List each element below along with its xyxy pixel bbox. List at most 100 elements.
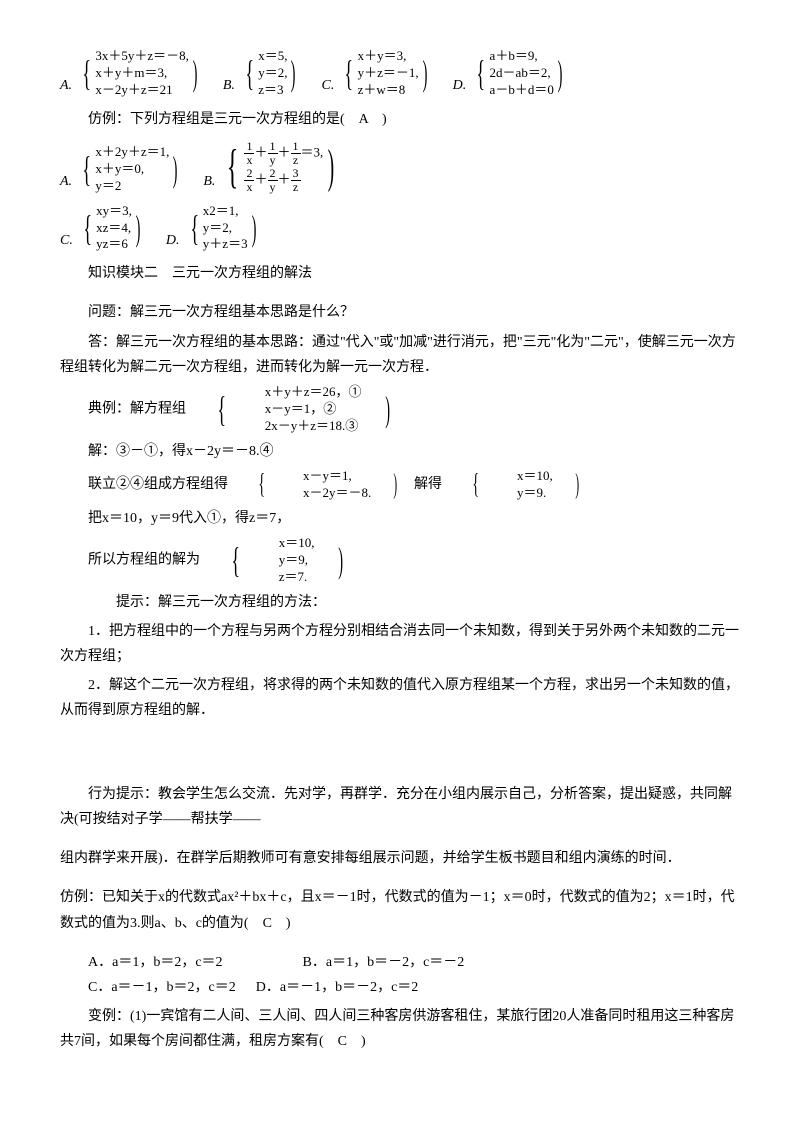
tip-text: 1．把方程组中的一个方程与另两个方程分别相结合消去同一个未知数，得到关于另外两个…	[60, 619, 740, 669]
option-row-2b: C. { xy＝3, xz＝4, yz＝6 ) D. { x2＝1, y＝2, …	[60, 203, 740, 254]
eq-line: 1x＋1y＋1z＝3,	[244, 140, 323, 167]
left-brace-icon: {	[217, 546, 240, 575]
option-row-3b: C．a＝－1，b＝2，c＝2 D．a＝－1，b＝－2，c＝2	[88, 975, 740, 1000]
right-paren-icon: )	[382, 474, 397, 496]
text: 联立②④组成方程组得	[88, 477, 228, 492]
option-c: C. { x＋y＝3, y＋z＝－1, z＋w＝8 )	[321, 48, 432, 99]
right-paren-icon: )	[557, 59, 562, 88]
left-brace-icon: {	[345, 59, 354, 88]
eq-line: z＝3	[258, 82, 287, 99]
eq-line: 2x－y＋z＝18.③	[237, 418, 362, 435]
behavior-tip: 组内群学来开展)．在群学后期教师可有意安排每组展示问题，并给学生板书题目和组内演…	[60, 846, 740, 871]
eq-line: x＝10,	[251, 535, 315, 552]
option-a: A. { 3x＋5y＋z＝－8, x＋y＋m＝3, x－2y＋z＝21 )	[60, 48, 203, 99]
option-label: B.	[203, 169, 215, 194]
tip-title: 提示：解三元一次方程组的方法：	[60, 590, 740, 615]
right-paren-icon: )	[328, 148, 334, 186]
option-row-2: A. { x＋2y＋z＝1, x＋y＝0, y＝2 ) B. { 1x＋1y＋1…	[60, 140, 740, 195]
option-label: A.	[60, 169, 72, 194]
option-b: B．a＝1，b＝－2，c＝－2	[303, 950, 465, 975]
eq-line: z＝7.	[251, 569, 315, 586]
left-brace-icon: {	[227, 148, 239, 186]
eq-line: x－y＝1，②	[237, 401, 362, 418]
eq-line: 2d－ab＝2,	[490, 65, 554, 82]
example-text: 典例：解方程组 { x＋y＋z＝26，① x－y＝1，② 2x－y＋z＝18.③…	[60, 384, 740, 435]
example-question: 仿例：已知关于x的代数式ax²＋bx＋c，且x＝－1时，代数式的值为－1；x＝0…	[60, 885, 740, 935]
option-b: B. { 1x＋1y＋1z＝3, 2x＋2y＋3z )	[203, 140, 341, 195]
left-brace-icon: {	[244, 474, 265, 496]
option-label: C.	[321, 73, 334, 98]
variant-question: 变例：(1)一宾馆有二人间、三人间、四人间三种客房供游客租住，某旅行团20人准备…	[60, 1004, 740, 1054]
solution-step: 解：③－①，得x－2y＝－8.④	[60, 439, 740, 464]
solution-step: 把x＝10，y＝9代入①，得z＝7，	[60, 506, 740, 531]
option-c: C．a＝－1，b＝2，c＝2	[88, 975, 236, 1000]
eq-line: x＋y＝3,	[358, 48, 419, 65]
left-brace-icon: {	[245, 59, 254, 88]
question-text: 问题：解三元一次方程组基本思路是什么？	[60, 300, 740, 325]
eq-line: xy＝3,	[96, 203, 132, 220]
right-paren-icon: )	[192, 59, 197, 88]
left-brace-icon: {	[458, 474, 479, 496]
option-row-3: A．a＝1，b＝2，c＝2 B．a＝1，b＝－2，c＝－2	[88, 950, 740, 975]
eq-line: x＝5,	[258, 48, 287, 65]
left-brace-icon: {	[203, 395, 226, 424]
eq-line: x＋y＋z＝26，①	[237, 384, 362, 401]
eq-line: x2＝1,	[203, 203, 248, 220]
option-a: A．a＝1，b＝2，c＝2	[88, 950, 223, 975]
option-c: C. { xy＝3, xz＝4, yz＝6 )	[60, 203, 146, 254]
eq-line: y＋z＝3	[203, 236, 248, 253]
right-paren-icon: )	[564, 474, 579, 496]
eq-line: a＋b＝9,	[490, 48, 554, 65]
left-brace-icon: {	[82, 155, 91, 184]
right-paren-icon: )	[135, 214, 140, 243]
eq-line: x－2y＝－8.	[275, 485, 371, 502]
eq-line: y＝9,	[251, 552, 315, 569]
right-paren-icon: )	[422, 59, 427, 88]
option-b: B. { x＝5, y＝2, z＝3 )	[223, 48, 302, 99]
text: 所以方程组的解为	[88, 552, 200, 567]
option-label: D.	[453, 73, 467, 98]
eq-line: xz＝4,	[96, 220, 132, 237]
option-label: D.	[166, 228, 180, 253]
eq-line: z＋w＝8	[358, 82, 419, 99]
eq-line: y＝9.	[489, 485, 553, 502]
left-brace-icon: {	[83, 214, 92, 243]
left-brace-icon: {	[190, 214, 199, 243]
right-paren-icon: )	[251, 214, 256, 243]
right-paren-icon: )	[291, 59, 296, 88]
eq-line: y＋z＝－1,	[358, 65, 419, 82]
right-paren-icon: )	[327, 546, 343, 575]
module-title: 知识模块二 三元一次方程组的解法	[60, 261, 740, 286]
left-brace-icon: {	[477, 59, 486, 88]
eq-line: yz＝6	[96, 236, 132, 253]
option-d: D. { a＋b＝9, 2d－ab＝2, a－b＋d＝0 )	[453, 48, 568, 99]
eq-line: 3x＋5y＋z＝－8,	[95, 48, 189, 65]
solution-step: 所以方程组的解为 { x＝10, y＝9, z＝7. )	[60, 535, 740, 586]
eq-line: y＝2	[95, 178, 169, 195]
eq-line: x＋y＝0,	[95, 161, 169, 178]
option-label: A.	[60, 73, 72, 98]
right-paren-icon: )	[374, 395, 390, 424]
eq-line: x－2y＋z＝21	[95, 82, 189, 99]
option-row-1: A. { 3x＋5y＋z＝－8, x＋y＋m＝3, x－2y＋z＝21 ) B.…	[60, 48, 740, 99]
option-label: C.	[60, 228, 73, 253]
eq-line: x－y＝1,	[275, 468, 371, 485]
eq-line: x＋2y＋z＝1,	[95, 144, 169, 161]
eq-line: a－b＋d＝0	[490, 82, 554, 99]
eq-line: x＝10,	[489, 468, 553, 485]
option-label: B.	[223, 73, 235, 98]
option-d: D. { x2＝1, y＝2, y＋z＝3 )	[166, 203, 262, 254]
example-prefix: 典例：解方程组	[88, 402, 186, 417]
eq-line: y＝2,	[203, 220, 248, 237]
tip-text: 2．解这个二元一次方程组，将求得的两个未知数的值代入原方程组某一个方程，求出另一…	[60, 673, 740, 723]
text: 解得	[414, 477, 442, 492]
option-d: D．a＝－1，b＝－2，c＝2	[256, 975, 419, 1000]
solution-step: 联立②④组成方程组得 { x－y＝1, x－2y＝－8. ) 解得 { x＝10…	[60, 468, 740, 502]
behavior-tip: 行为提示：教会学生怎么交流．先对学，再群学．充分在小组内展示自己，分析答案，提出…	[60, 782, 740, 832]
eq-line: 2x＋2y＋3z	[244, 167, 323, 194]
eq-line: y＝2,	[258, 65, 287, 82]
answer-text: 答：解三元一次方程组的基本思路：通过"代入"或"加减"进行消元，把"三元"化为"…	[60, 330, 740, 380]
eq-line: x＋y＋m＝3,	[95, 65, 189, 82]
option-a: A. { x＋2y＋z＝1, x＋y＝0, y＝2 )	[60, 140, 183, 195]
right-paren-icon: )	[173, 155, 178, 184]
